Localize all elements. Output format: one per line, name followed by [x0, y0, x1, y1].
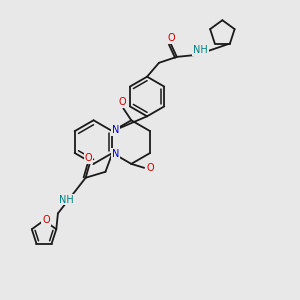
- Text: O: O: [85, 153, 92, 163]
- Text: O: O: [118, 98, 126, 107]
- Text: N: N: [112, 125, 120, 135]
- Text: O: O: [42, 215, 50, 225]
- Text: N: N: [112, 149, 120, 159]
- Text: NH: NH: [59, 194, 74, 205]
- Text: O: O: [146, 163, 154, 173]
- Text: NH: NH: [193, 45, 208, 55]
- Text: O: O: [167, 33, 175, 43]
